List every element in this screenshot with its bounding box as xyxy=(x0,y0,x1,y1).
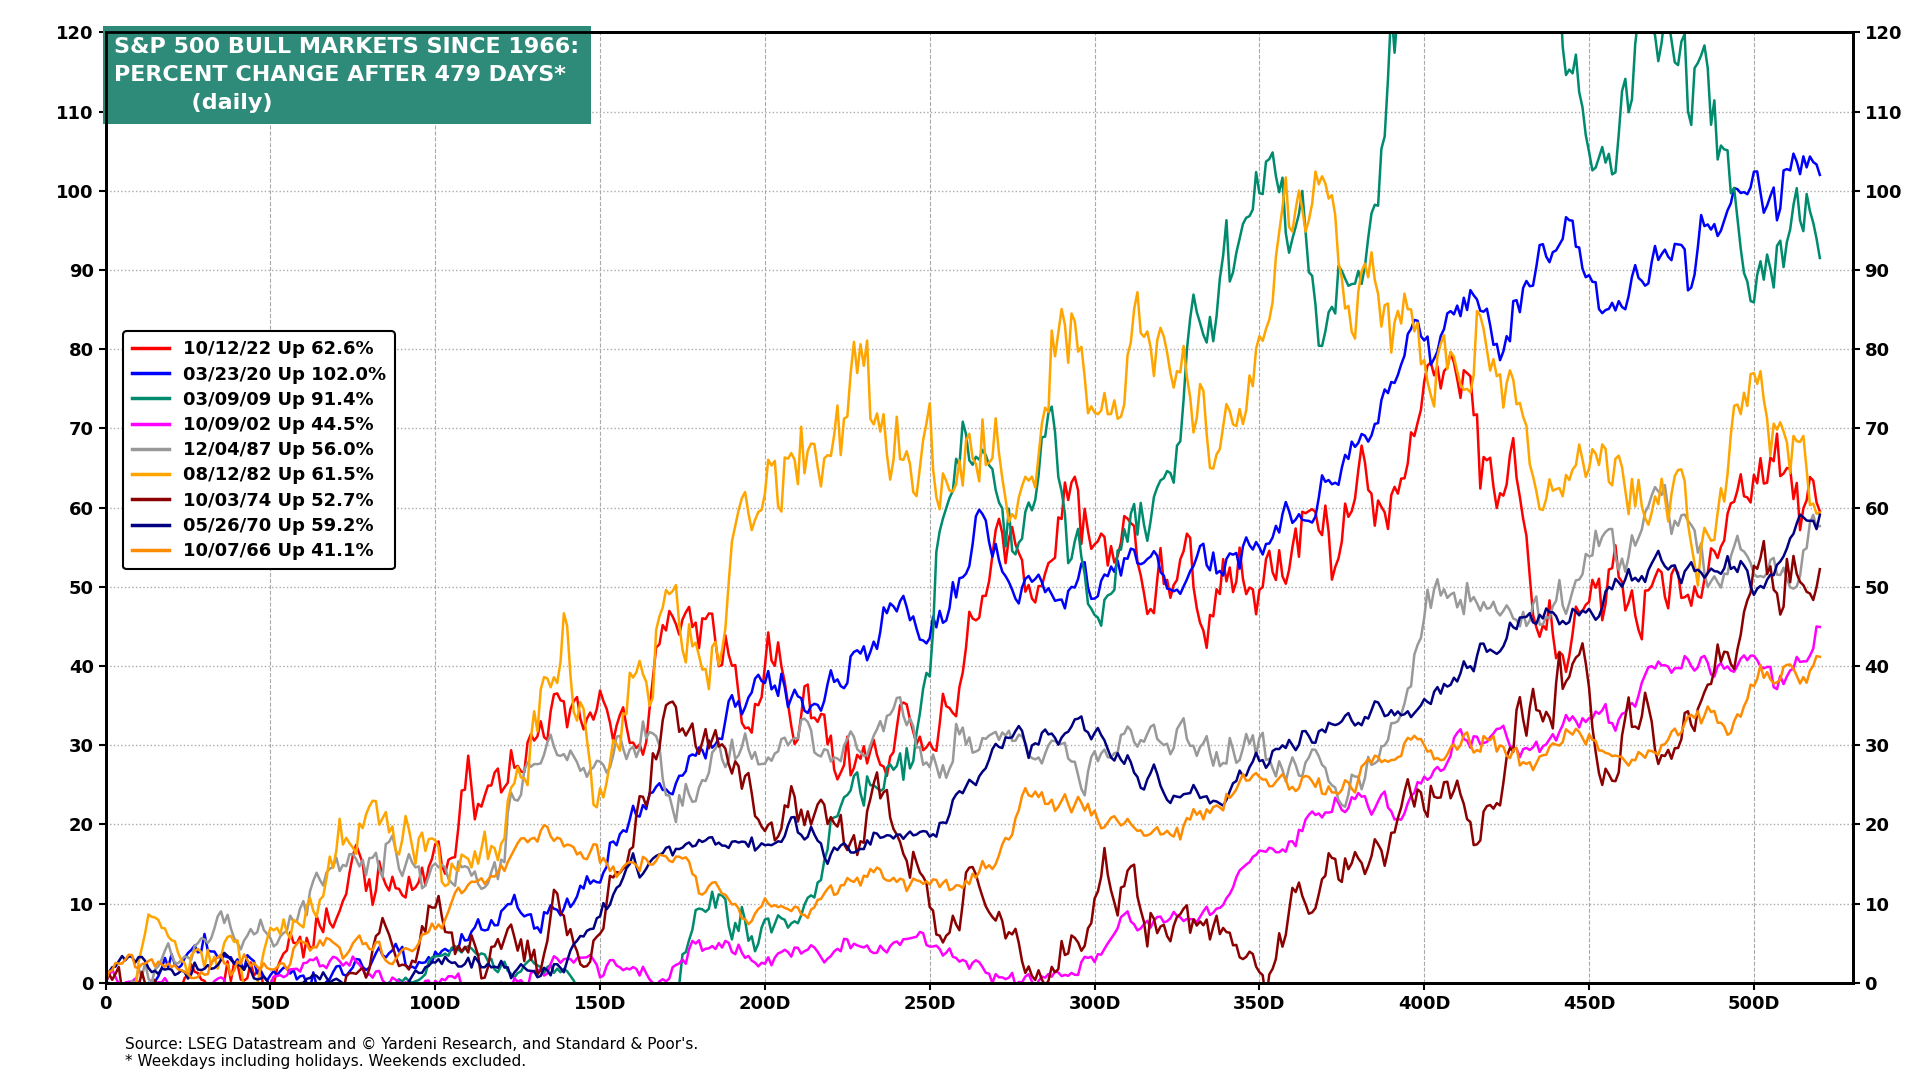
10/12/22 Up 62.6% xyxy=(1440,346,1463,359)
05/26/70 Up 59.2% xyxy=(1142,758,1165,771)
Line: 12/04/87 Up 56.0%: 12/04/87 Up 56.0% xyxy=(106,485,1820,998)
10/03/74 Up 52.7% xyxy=(1753,535,1776,548)
08/12/82 Up 61.5% xyxy=(113,1017,136,1030)
08/12/82 Up 61.5% xyxy=(1486,369,1509,382)
10/03/74 Up 52.7% xyxy=(948,923,972,936)
12/04/87 Up 56.0% xyxy=(697,767,720,780)
08/12/82 Up 61.5% xyxy=(98,989,121,1002)
10/12/22 Up 62.6% xyxy=(1809,504,1832,517)
10/07/66 Up 41.1% xyxy=(693,886,716,899)
12/04/87 Up 56.0% xyxy=(438,873,461,886)
Line: 03/23/20 Up 102.0%: 03/23/20 Up 102.0% xyxy=(106,153,1820,994)
12/04/87 Up 56.0% xyxy=(94,976,117,989)
Line: 08/12/82 Up 61.5%: 08/12/82 Up 61.5% xyxy=(106,172,1820,1024)
05/26/70 Up 59.2% xyxy=(438,955,461,968)
05/26/70 Up 59.2% xyxy=(384,990,407,1003)
05/26/70 Up 59.2% xyxy=(1789,508,1812,521)
10/07/66 Up 41.1% xyxy=(945,879,968,892)
12/04/87 Up 56.0% xyxy=(1482,595,1505,608)
10/12/22 Up 62.6% xyxy=(1486,501,1509,514)
12/04/87 Up 56.0% xyxy=(1142,718,1165,731)
03/09/09 Up 91.4% xyxy=(94,976,117,989)
10/09/02 Up 44.5% xyxy=(1805,620,1828,633)
12/04/87 Up 56.0% xyxy=(1653,478,1676,491)
Legend: 10/12/22 Up 62.6%, 03/23/20 Up 102.0%, 03/09/09 Up 91.4%, 10/09/02 Up 44.5%, 12/: 10/12/22 Up 62.6%, 03/23/20 Up 102.0%, 0… xyxy=(123,332,396,569)
10/12/22 Up 62.6% xyxy=(948,680,972,693)
03/09/09 Up 91.4% xyxy=(1809,252,1832,265)
03/09/09 Up 91.4% xyxy=(1142,490,1165,503)
08/12/82 Up 61.5% xyxy=(697,683,720,696)
10/03/74 Up 52.7% xyxy=(1809,563,1832,576)
10/09/02 Up 44.5% xyxy=(438,970,461,983)
03/09/09 Up 91.4% xyxy=(697,902,720,915)
05/26/70 Up 59.2% xyxy=(1809,509,1832,522)
03/23/20 Up 102.0% xyxy=(1809,168,1832,181)
05/26/70 Up 59.2% xyxy=(1482,645,1505,658)
Line: 10/07/66 Up 41.1%: 10/07/66 Up 41.1% xyxy=(106,656,1820,983)
Line: 10/09/02 Up 44.5%: 10/09/02 Up 44.5% xyxy=(106,626,1820,1015)
12/04/87 Up 56.0% xyxy=(100,991,123,1004)
08/12/82 Up 61.5% xyxy=(1304,165,1327,178)
10/12/22 Up 62.6% xyxy=(98,978,121,991)
10/07/66 Up 41.1% xyxy=(94,976,117,989)
03/09/09 Up 91.4% xyxy=(948,459,972,472)
08/12/82 Up 61.5% xyxy=(1142,369,1165,382)
03/09/09 Up 91.4% xyxy=(614,1052,637,1065)
10/03/74 Up 52.7% xyxy=(697,742,720,755)
10/12/22 Up 62.6% xyxy=(94,976,117,989)
10/07/66 Up 41.1% xyxy=(434,913,457,926)
10/03/74 Up 52.7% xyxy=(1142,913,1165,926)
10/09/02 Up 44.5% xyxy=(697,942,720,955)
10/07/66 Up 41.1% xyxy=(1805,649,1828,662)
10/07/66 Up 41.1% xyxy=(1478,733,1501,746)
10/09/02 Up 44.5% xyxy=(948,955,972,968)
10/03/74 Up 52.7% xyxy=(94,976,117,989)
Line: 03/09/09 Up 91.4%: 03/09/09 Up 91.4% xyxy=(106,0,1820,1058)
Line: 05/26/70 Up 59.2%: 05/26/70 Up 59.2% xyxy=(106,514,1820,997)
10/12/22 Up 62.6% xyxy=(1142,607,1165,620)
10/03/74 Up 52.7% xyxy=(438,926,461,939)
05/26/70 Up 59.2% xyxy=(98,966,121,978)
03/23/20 Up 102.0% xyxy=(948,571,972,584)
Line: 10/03/74 Up 52.7%: 10/03/74 Up 52.7% xyxy=(106,541,1820,1080)
05/26/70 Up 59.2% xyxy=(94,976,117,989)
05/26/70 Up 59.2% xyxy=(948,785,972,798)
10/03/74 Up 52.7% xyxy=(1482,802,1505,815)
10/03/74 Up 52.7% xyxy=(98,968,121,981)
10/09/02 Up 44.5% xyxy=(1142,914,1165,927)
10/09/02 Up 44.5% xyxy=(1482,727,1505,740)
Line: 10/12/22 Up 62.6%: 10/12/22 Up 62.6% xyxy=(106,352,1820,1056)
Text: S&P 500 BULL MARKETS SINCE 1966:
PERCENT CHANGE AFTER 479 DAYS*
          (daily: S&P 500 BULL MARKETS SINCE 1966: PERCENT… xyxy=(115,37,580,113)
03/09/09 Up 91.4% xyxy=(98,983,121,996)
03/23/20 Up 102.0% xyxy=(1782,147,1805,160)
10/07/66 Up 41.1% xyxy=(1809,650,1832,663)
03/23/20 Up 102.0% xyxy=(1142,544,1165,557)
12/04/87 Up 56.0% xyxy=(948,728,972,741)
03/23/20 Up 102.0% xyxy=(697,733,720,746)
08/12/82 Up 61.5% xyxy=(1809,507,1832,519)
03/23/20 Up 102.0% xyxy=(117,987,140,1000)
08/12/82 Up 61.5% xyxy=(948,454,972,467)
08/12/82 Up 61.5% xyxy=(438,878,461,891)
03/23/20 Up 102.0% xyxy=(94,976,117,989)
05/26/70 Up 59.2% xyxy=(697,832,720,845)
08/12/82 Up 61.5% xyxy=(94,976,117,989)
03/23/20 Up 102.0% xyxy=(438,945,461,958)
10/07/66 Up 41.1% xyxy=(98,966,121,978)
10/09/02 Up 44.5% xyxy=(98,970,121,983)
10/12/22 Up 62.6% xyxy=(697,607,720,620)
12/04/87 Up 56.0% xyxy=(1809,519,1832,532)
10/09/02 Up 44.5% xyxy=(236,1009,259,1022)
10/09/02 Up 44.5% xyxy=(1809,621,1832,634)
03/23/20 Up 102.0% xyxy=(98,985,121,998)
10/12/22 Up 62.6% xyxy=(144,1050,167,1063)
10/07/66 Up 41.1% xyxy=(1139,827,1162,840)
10/09/02 Up 44.5% xyxy=(94,976,117,989)
12/04/87 Up 56.0% xyxy=(98,976,121,989)
Text: Source: LSEG Datastream and © Yardeni Research, and Standard & Poor's.
* Weekday: Source: LSEG Datastream and © Yardeni Re… xyxy=(125,1037,699,1069)
03/23/20 Up 102.0% xyxy=(1482,338,1505,351)
10/12/22 Up 62.6% xyxy=(438,853,461,866)
03/09/09 Up 91.4% xyxy=(434,947,457,960)
